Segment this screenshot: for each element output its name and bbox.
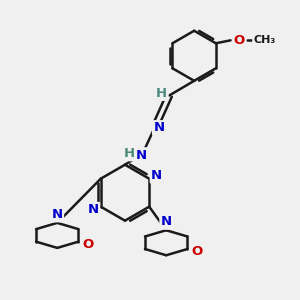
Text: CH₃: CH₃ [253,35,275,45]
Text: O: O [234,34,245,47]
Text: H: H [124,147,135,160]
Text: N: N [151,169,162,182]
Text: N: N [52,208,63,221]
Text: N: N [160,215,172,229]
Text: O: O [82,238,94,250]
Text: N: N [88,203,99,216]
Text: N: N [153,122,164,134]
Text: H: H [156,87,167,100]
Text: O: O [191,245,202,258]
Text: N: N [136,148,147,161]
